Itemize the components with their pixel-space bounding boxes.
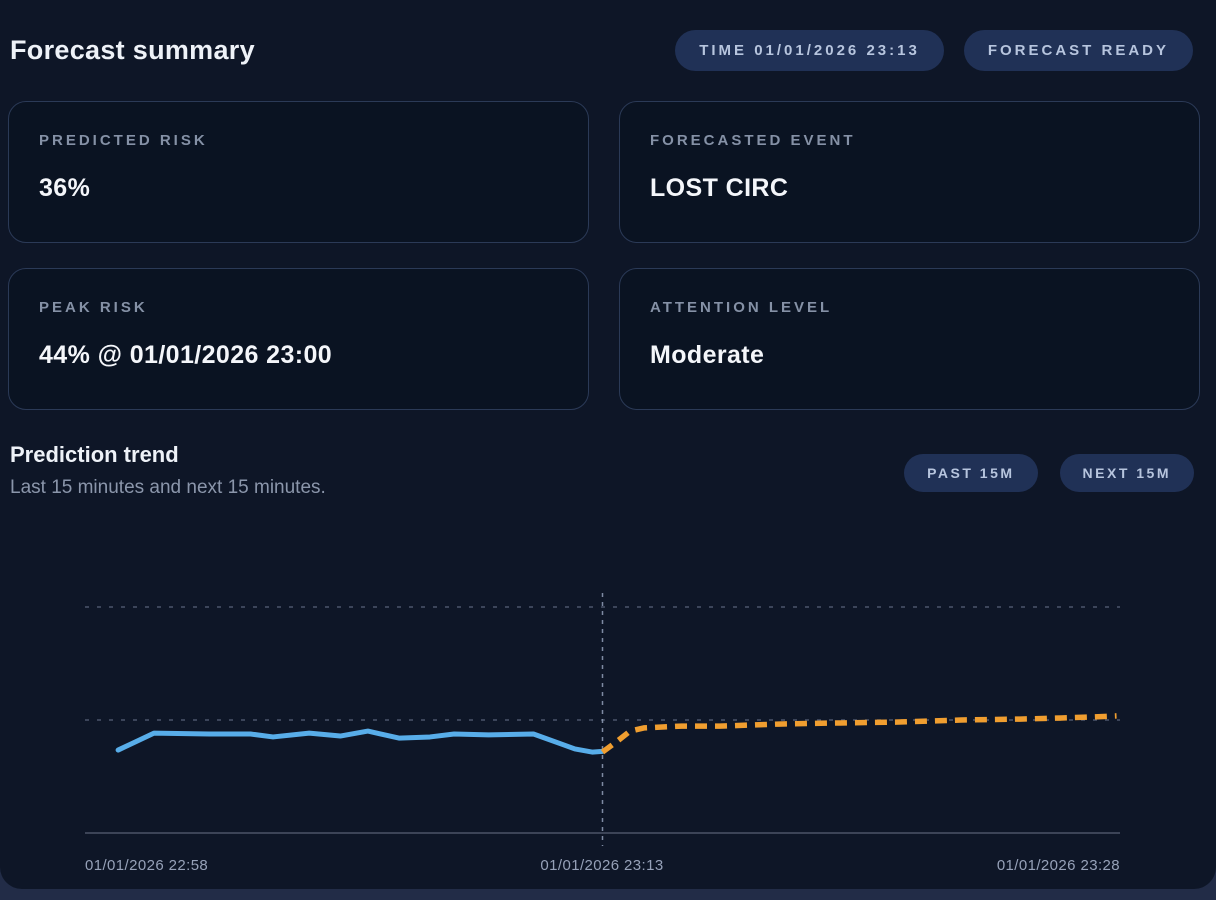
x-tick-end: 01/01/2026 23:28 [996, 857, 1120, 874]
card-attention-level: ATTENTION LEVEL Moderate [619, 268, 1200, 410]
past-15m-toggle[interactable]: PAST 15M [904, 454, 1038, 492]
page-title: Forecast summary [10, 35, 255, 65]
trend-chart-svg [85, 593, 1120, 846]
card-value: LOST CIRC [650, 174, 789, 202]
time-badge: TIME 01/01/2026 23:13 [675, 30, 944, 71]
trend-header: Prediction trend Last 15 minutes and nex… [10, 442, 1194, 499]
card-label: ATTENTION LEVEL [650, 299, 833, 316]
trend-range-badges: PAST 15M NEXT 15M [904, 454, 1194, 492]
next-15m-toggle[interactable]: NEXT 15M [1059, 454, 1194, 492]
card-label: FORECASTED EVENT [650, 132, 856, 149]
header-badges: TIME 01/01/2026 23:13 FORECAST READY [675, 30, 1193, 71]
card-predicted-risk: PREDICTED RISK 36% [8, 101, 589, 243]
past-risk-line [115, 728, 605, 755]
trend-titles: Prediction trend Last 15 minutes and nex… [10, 442, 326, 499]
forecast-risk-line [600, 713, 1117, 755]
summary-cards: PREDICTED RISK 36% FORECASTED EVENT LOST… [8, 101, 1200, 410]
card-label: PREDICTED RISK [39, 132, 208, 149]
card-forecasted-event: FORECASTED EVENT LOST CIRC [619, 101, 1200, 243]
x-tick-start: 01/01/2026 22:58 [85, 857, 209, 874]
trend-subtitle: Last 15 minutes and next 15 minutes. [10, 477, 326, 498]
card-label: PEAK RISK [39, 299, 148, 316]
card-value: Moderate [650, 341, 765, 369]
trend-title: Prediction trend [10, 442, 179, 467]
forecast-status-badge: FORECAST READY [963, 30, 1193, 71]
x-tick-now: 01/01/2026 23:13 [540, 857, 664, 874]
prediction-trend-chart: 01/01/2026 22:58 01/01/2026 23:13 01/01/… [0, 502, 1216, 889]
card-peak-risk: PEAK RISK 44% @ 01/01/2026 23:00 [8, 268, 589, 410]
header: Forecast summary TIME 01/01/2026 23:13 F… [0, 0, 1216, 71]
card-value: 36% [39, 174, 91, 202]
card-value: 44% @ 01/01/2026 23:00 [39, 341, 333, 369]
